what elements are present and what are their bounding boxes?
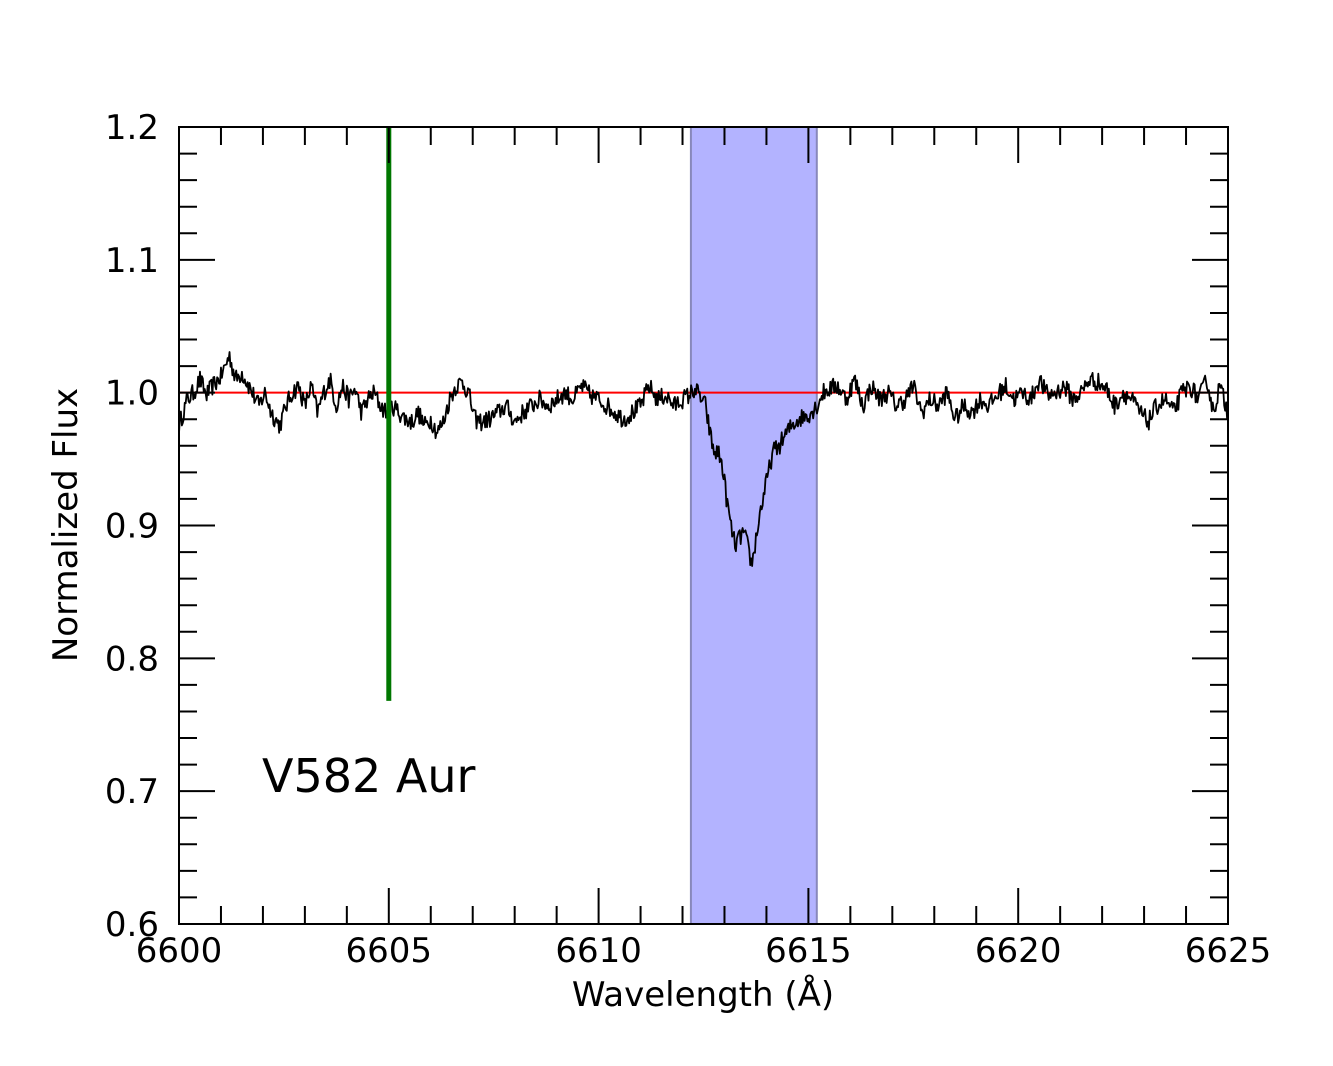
y-axis-label: Normalized Flux: [46, 388, 86, 662]
shaded-band-layer: [689, 126, 818, 925]
x-tick-label: 6625: [1185, 931, 1272, 971]
spectrum-line: [178, 351, 1229, 567]
absorption-band: [689, 126, 818, 925]
y-tick-label: 0.9: [105, 507, 159, 547]
y-tick-label: 0.7: [105, 772, 159, 812]
axes-layer: [178, 126, 1229, 925]
star-name-annotation: V582 Aur: [262, 749, 476, 803]
tick-label-layer: 6600 6605 6610 6615 6620 6625 0.6 0.7 0.8 0.9 1.0 1…: [105, 108, 1271, 971]
x-axis-label: Wavelength (Å): [572, 974, 834, 1015]
x-tick-label: 6605: [346, 931, 433, 971]
y-tick-label: 0.8: [105, 639, 159, 679]
y-tick-label: 0.6: [105, 905, 159, 945]
y-tick-label: 1.1: [105, 241, 159, 281]
y-tick-label: 1.0: [105, 374, 159, 414]
x-tick-label: 6600: [136, 931, 223, 971]
x-tick-label: 6620: [975, 931, 1062, 971]
x-tick-label: 6615: [765, 931, 852, 971]
x-tick-label: 6610: [555, 931, 642, 971]
y-tick-label: 1.2: [105, 108, 159, 148]
spectrum-series-layer: [178, 351, 1229, 567]
